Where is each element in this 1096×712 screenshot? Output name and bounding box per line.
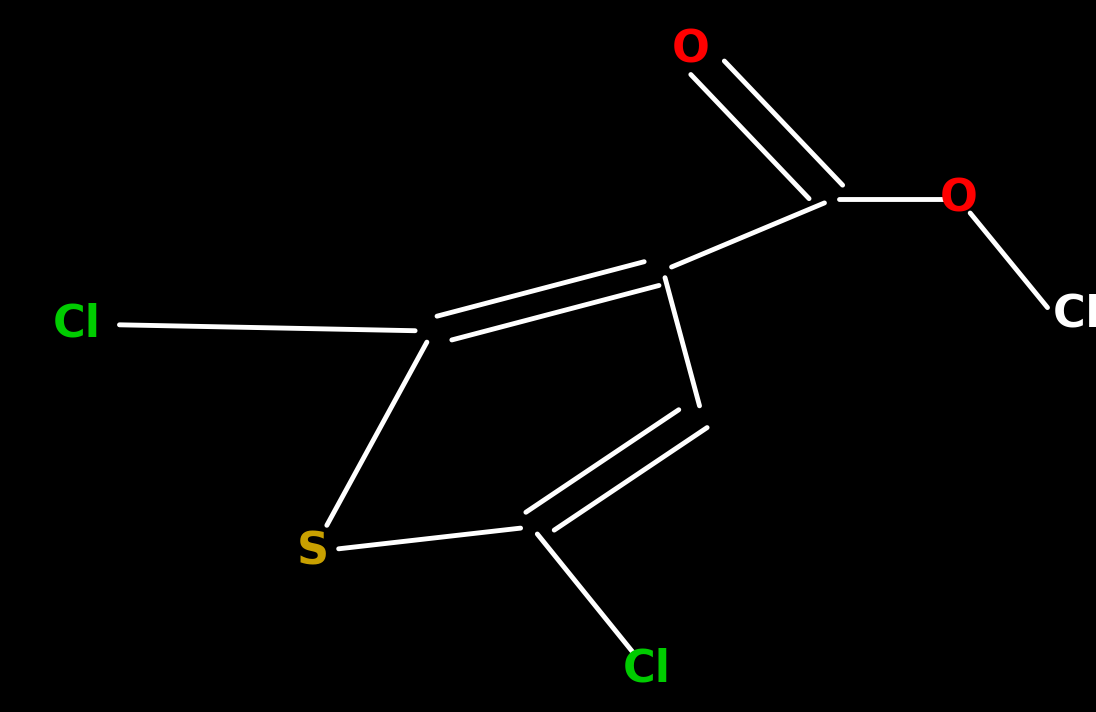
- Text: O: O: [672, 28, 709, 71]
- Text: O: O: [940, 178, 978, 221]
- Text: CH$_3$: CH$_3$: [1052, 291, 1096, 335]
- Text: S: S: [296, 530, 329, 573]
- Text: Cl: Cl: [53, 303, 101, 345]
- Text: Cl: Cl: [623, 648, 671, 691]
